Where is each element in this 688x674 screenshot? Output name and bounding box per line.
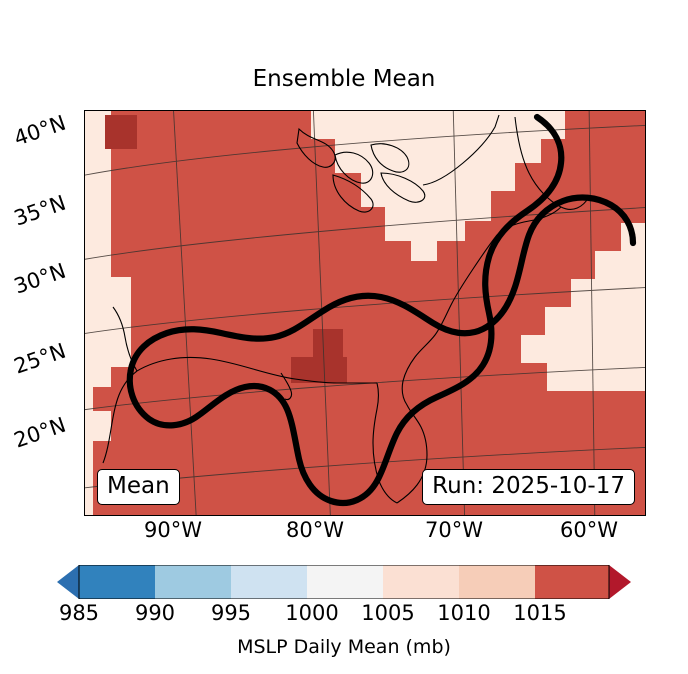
colorbar-seg-5 <box>459 565 535 599</box>
title-line-1: Ensemble Mean <box>252 66 436 92</box>
shading-1010-1015-main <box>85 111 645 515</box>
lat-label-20n: 20°N <box>10 412 69 453</box>
colorbar-tick-995: 995 <box>210 601 252 625</box>
colorbar-cap-low <box>57 565 79 599</box>
shading-light-notch-north <box>311 111 565 261</box>
colorbar-seg-6 <box>535 565 609 599</box>
colorbar-cap-high <box>609 565 631 599</box>
shading-high-patch-2 <box>291 357 347 383</box>
lon-label-60w: 60°W <box>560 518 618 542</box>
colorbar-swatches <box>57 565 631 599</box>
colorbar-seg-1 <box>155 565 231 599</box>
map-panel[interactable]: Mean Run: 2025-10-17 <box>84 110 646 516</box>
colorbar-tick-985: 985 <box>58 601 100 625</box>
colorbar-tick-1015: 1015 <box>513 601 567 625</box>
colorbar <box>57 565 631 599</box>
lon-label-70w: 70°W <box>425 518 483 542</box>
map-svg <box>85 111 645 515</box>
colorbar-border <box>78 565 610 599</box>
shading-salmon-west-blob <box>93 387 111 411</box>
colorbar-tick-1000: 1000 <box>285 601 339 625</box>
lon-label-90w: 90°W <box>144 518 202 542</box>
colorbar-tick-1010: 1010 <box>437 601 491 625</box>
contour-mean <box>126 113 637 507</box>
shading-high-patch-3 <box>105 115 137 149</box>
shading-light-west <box>85 219 131 515</box>
colorbar-tick-990: 990 <box>134 601 176 625</box>
shading-high-patch-1 <box>313 329 343 357</box>
colorbar-seg-2 <box>231 565 307 599</box>
map-canvas <box>85 111 645 515</box>
colorbar-tick-1005: 1005 <box>361 601 415 625</box>
annotation-run: Run: 2025-10-17 <box>422 469 635 505</box>
lon-label-80w: 80°W <box>286 518 344 542</box>
colorbar-seg-3 <box>307 565 383 599</box>
colorbar-seg-0 <box>79 565 155 599</box>
annotation-mean: Mean <box>97 469 180 505</box>
colorbar-label: MSLP Daily Mean (mb) <box>237 636 451 658</box>
colorbar-seg-4 <box>383 565 459 599</box>
lat-label-25n: 25°N <box>10 338 69 379</box>
